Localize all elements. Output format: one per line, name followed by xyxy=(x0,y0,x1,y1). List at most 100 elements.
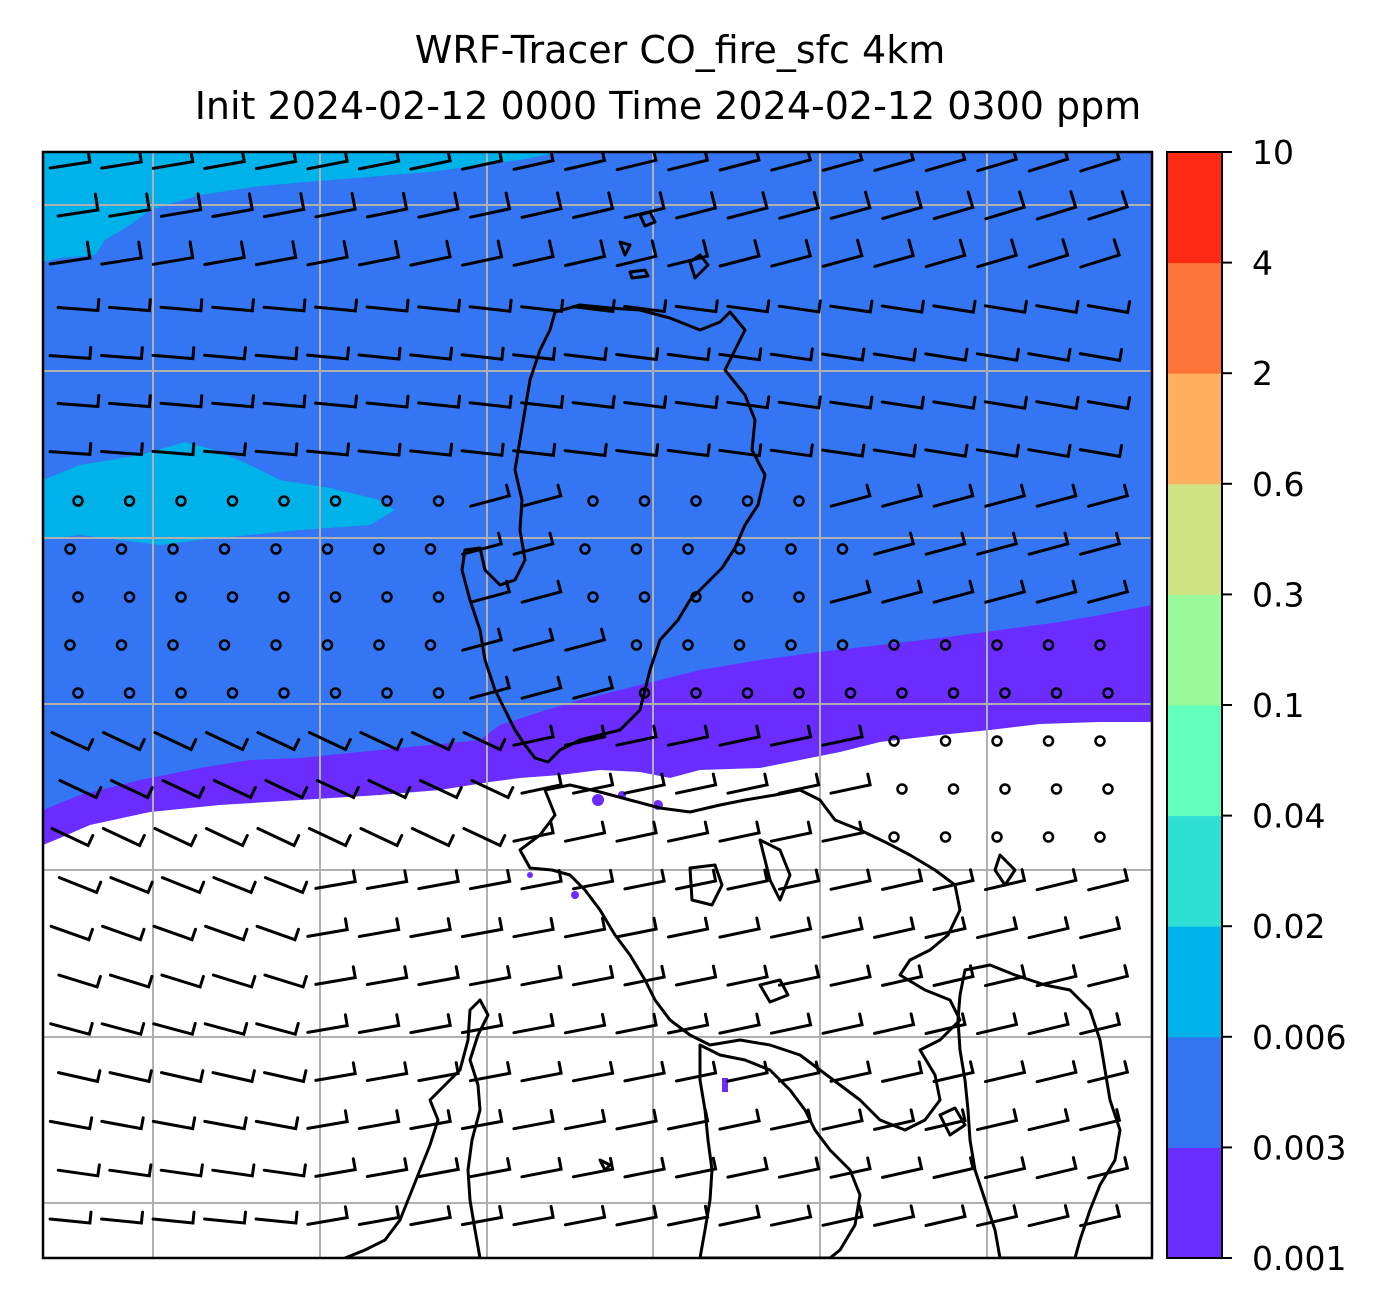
wind-barb xyxy=(615,1204,658,1227)
wind-barb xyxy=(924,916,967,939)
wind-barb xyxy=(726,772,769,795)
wind-barb xyxy=(409,1205,452,1227)
wind-barb xyxy=(984,1156,1027,1180)
wind-barb xyxy=(512,820,555,843)
wind-barb xyxy=(666,443,711,458)
wind-barb xyxy=(975,443,1020,458)
wind-barb xyxy=(56,298,101,313)
wind-barb xyxy=(726,299,771,314)
wind-barb xyxy=(932,964,975,987)
wind-barb xyxy=(417,1157,460,1179)
wind-barb xyxy=(314,394,358,409)
wind-barb xyxy=(262,394,307,409)
wind-barb xyxy=(718,724,761,747)
wind-barb xyxy=(262,192,306,219)
wind-barb xyxy=(57,973,102,989)
wind-barb xyxy=(359,827,404,848)
wind-barb xyxy=(520,868,563,891)
colorbar-segment xyxy=(1167,483,1222,595)
wind-barb xyxy=(314,869,357,890)
wind-barb xyxy=(572,191,615,219)
wind-barb xyxy=(770,238,813,268)
wind-barb xyxy=(675,191,718,220)
wind-barb xyxy=(726,191,769,220)
wind-barb xyxy=(512,442,557,457)
wind-barb xyxy=(674,299,719,314)
wind-barb xyxy=(409,442,454,457)
calm-wind-circle xyxy=(1050,687,1063,699)
wind-barbs xyxy=(48,152,1132,1228)
colorbar-tick-label: 0.1 xyxy=(1252,686,1304,725)
wind-barb xyxy=(563,1012,607,1035)
wind-barb xyxy=(101,731,146,752)
wind-barb xyxy=(924,152,967,173)
wind-barb xyxy=(1027,347,1072,363)
wind-barb xyxy=(417,298,462,313)
wind-barb xyxy=(469,579,512,604)
calm-wind-circle xyxy=(175,687,187,699)
wind-barb xyxy=(1078,444,1124,459)
wind-barb xyxy=(932,299,977,314)
calm-wind-circle xyxy=(682,543,694,555)
calm-wind-circle xyxy=(836,543,849,555)
wind-barb xyxy=(512,1013,555,1035)
wind-barb xyxy=(623,395,668,410)
calm-wind-circle xyxy=(1094,639,1106,651)
wind-barb xyxy=(563,443,608,458)
wind-barb xyxy=(100,152,144,170)
calm-wind-circle xyxy=(72,687,84,699)
wind-barb xyxy=(264,779,309,800)
wind-barb xyxy=(1087,579,1130,604)
wind-barb xyxy=(151,442,196,457)
chart-title: WRF-Tracer CO_fire_sfc 4km xyxy=(414,28,946,72)
wind-barb xyxy=(307,827,352,848)
wind-barb xyxy=(512,724,555,747)
wind-barb xyxy=(924,531,967,556)
wind-barb xyxy=(512,346,557,361)
wind-barb xyxy=(983,395,1028,410)
wind-barb xyxy=(829,483,872,508)
wind-barb xyxy=(255,924,300,942)
wind-barb xyxy=(623,299,668,314)
colorbar-segment xyxy=(1167,262,1222,374)
wind-barb xyxy=(571,868,615,891)
calm-wind-circle xyxy=(947,687,960,699)
wind-barb xyxy=(770,152,813,172)
wind-barb xyxy=(1035,483,1078,508)
wind-barb xyxy=(417,191,460,219)
calm-wind-circle xyxy=(733,639,746,651)
wind-barb xyxy=(100,442,144,457)
wind-barb xyxy=(460,917,504,939)
wind-barb xyxy=(829,1060,872,1083)
wind-barb xyxy=(769,1204,813,1227)
wind-barb xyxy=(976,916,1019,940)
wind-barb xyxy=(152,924,197,942)
wind-barb xyxy=(932,1060,975,1083)
calm-wind-circle xyxy=(64,543,76,555)
calm-wind-circle xyxy=(785,639,797,651)
wind-barb xyxy=(359,731,404,752)
wind-barb xyxy=(829,299,874,314)
wind-barb xyxy=(153,731,198,752)
wind-barb xyxy=(460,442,505,457)
coastline-west-south-island xyxy=(343,998,490,1258)
wind-barb xyxy=(212,779,257,800)
wind-barb xyxy=(821,724,864,747)
wind-barb xyxy=(469,675,512,700)
wind-barb xyxy=(1035,579,1078,604)
wind-barb xyxy=(161,779,206,800)
wind-barb xyxy=(512,1205,555,1227)
map-gridlines xyxy=(43,152,1152,1258)
calm-wind-circle xyxy=(682,639,694,651)
wind-barb xyxy=(718,1204,761,1227)
colorbar-segment xyxy=(1167,1147,1222,1259)
calm-wind-circle xyxy=(741,591,754,603)
wind-barb xyxy=(159,298,204,313)
calm-wind-circle xyxy=(226,687,239,699)
colorbar-tick-label: 0.3 xyxy=(1252,575,1304,614)
wind-barb xyxy=(821,916,864,939)
wind-barb xyxy=(306,1013,349,1034)
wind-barb xyxy=(58,779,103,800)
wind-barb xyxy=(769,1108,813,1131)
wind-barb xyxy=(1087,190,1129,221)
